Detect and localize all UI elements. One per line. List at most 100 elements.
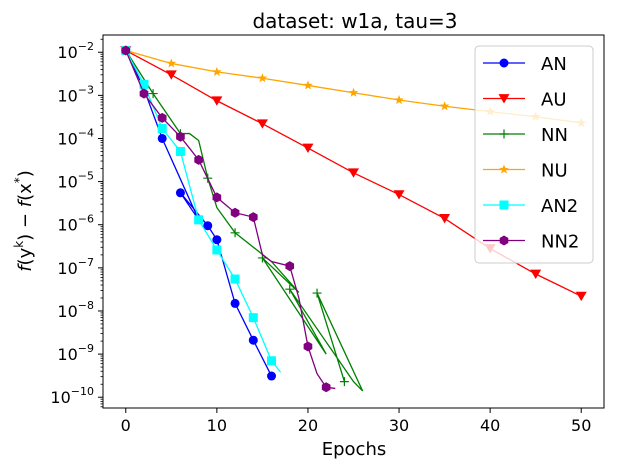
y-tick-exponent: −3 xyxy=(78,83,94,96)
x-tick-label: 40 xyxy=(480,416,500,435)
x-axis-ticks: 0 10 20 30 40 50 xyxy=(121,408,591,435)
data-point xyxy=(230,274,240,284)
series-line xyxy=(125,50,273,377)
data-point xyxy=(339,377,349,387)
data-point xyxy=(194,215,204,225)
data-point xyxy=(139,79,149,89)
data-point xyxy=(230,228,240,238)
y-tick-base: 10 xyxy=(57,302,77,321)
y-axis-ticks: 10−210−310−410−510−610−710−810−910−10 xyxy=(50,38,103,407)
y-axis-title-k: k xyxy=(12,241,26,248)
data-point xyxy=(248,313,258,323)
y-tick-label: 10−3 xyxy=(57,83,94,105)
data-point xyxy=(165,70,177,80)
data-point xyxy=(230,207,240,218)
data-point xyxy=(393,190,405,200)
y-tick-base: 10 xyxy=(57,345,77,364)
y-tick-label: 10−8 xyxy=(57,299,94,321)
legend-label: AU xyxy=(541,90,567,111)
y-axis-title-f2: f xyxy=(15,198,36,207)
y-axis-title-star: * xyxy=(12,177,26,183)
legend-label: NN xyxy=(541,125,568,146)
x-tick-label: 0 xyxy=(121,416,131,435)
plot-frame xyxy=(102,34,605,409)
y-axis-title-end: ) xyxy=(15,170,36,177)
legend-marker xyxy=(499,129,509,139)
data-point xyxy=(203,221,213,231)
legend-marker xyxy=(499,200,509,210)
y-tick-exponent: −7 xyxy=(78,256,94,269)
data-point xyxy=(157,133,167,143)
data-point xyxy=(257,73,268,83)
legend-label: AN xyxy=(541,54,567,75)
data-point xyxy=(303,80,313,90)
y-tick-label: 10−10 xyxy=(50,385,94,407)
y-tick-label: 10−9 xyxy=(57,342,94,364)
data-point xyxy=(348,168,359,178)
y-tick-exponent: −8 xyxy=(78,299,94,312)
data-point xyxy=(302,143,314,154)
data-point xyxy=(267,371,277,381)
y-tick-exponent: −5 xyxy=(78,170,94,183)
y-tick-label: 10−5 xyxy=(57,170,94,192)
y-axis-title-mid: ) − xyxy=(15,207,36,241)
data-point xyxy=(394,95,404,105)
y-tick-base: 10 xyxy=(57,86,77,105)
data-point xyxy=(175,188,185,198)
chart-title: dataset: w1a, tau=3 xyxy=(252,9,457,33)
data-point xyxy=(166,58,177,68)
plot-area xyxy=(102,34,605,409)
data-point xyxy=(175,146,185,156)
data-point xyxy=(285,261,295,272)
legend-label: AN2 xyxy=(541,196,578,217)
data-point xyxy=(267,356,277,366)
data-point xyxy=(439,101,450,111)
data-point xyxy=(530,269,542,279)
data-point xyxy=(139,88,149,99)
y-tick-base: 10 xyxy=(57,259,77,278)
legend-marker xyxy=(498,94,510,104)
x-tick-label: 20 xyxy=(298,416,318,435)
legend-label: NU xyxy=(541,161,568,182)
data-point xyxy=(303,341,313,352)
legend-marker xyxy=(499,58,509,68)
legend-item-an2: AN2 xyxy=(483,196,578,217)
data-point xyxy=(212,192,222,203)
data-point xyxy=(248,212,258,223)
y-axis-title: f(yk) − f(x*) xyxy=(12,170,36,272)
data-point xyxy=(285,284,295,294)
data-point xyxy=(121,45,131,56)
y-tick-base: 10 xyxy=(57,43,77,62)
x-axis-title: Epochs xyxy=(322,439,387,460)
data-point xyxy=(212,66,222,76)
data-point xyxy=(212,245,222,255)
legend-item-an: AN xyxy=(483,54,567,75)
data-point xyxy=(348,87,359,97)
data-point xyxy=(211,96,223,106)
y-tick-base: 10 xyxy=(50,388,70,407)
data-point xyxy=(439,214,451,224)
legend-item-nn2: NN2 xyxy=(483,232,579,253)
legend: AN AU NN NU AN2 NN2 xyxy=(474,45,594,264)
series-nn2 xyxy=(121,45,336,393)
y-tick-base: 10 xyxy=(57,129,77,148)
legend-marker xyxy=(499,235,509,246)
y-tick-label: 10−2 xyxy=(57,40,94,62)
y-tick-exponent: −2 xyxy=(78,40,94,53)
y-tick-exponent: −9 xyxy=(78,342,94,355)
y-axis-title-y: (y xyxy=(15,247,36,265)
legend-item-nn: NN xyxy=(483,125,568,146)
x-tick-label: 30 xyxy=(389,416,409,435)
legend-label: NN2 xyxy=(541,232,579,253)
x-tick-label: 10 xyxy=(207,416,227,435)
y-tick-exponent: −4 xyxy=(78,126,94,139)
y-axis-title-f: f xyxy=(15,263,36,272)
legend-marker xyxy=(499,164,509,174)
data-point xyxy=(256,119,268,129)
y-axis-title-x: (x xyxy=(15,183,36,201)
y-tick-base: 10 xyxy=(57,216,77,235)
data-point xyxy=(157,112,167,123)
series-line xyxy=(125,50,336,390)
y-tick-label: 10−7 xyxy=(57,256,94,278)
